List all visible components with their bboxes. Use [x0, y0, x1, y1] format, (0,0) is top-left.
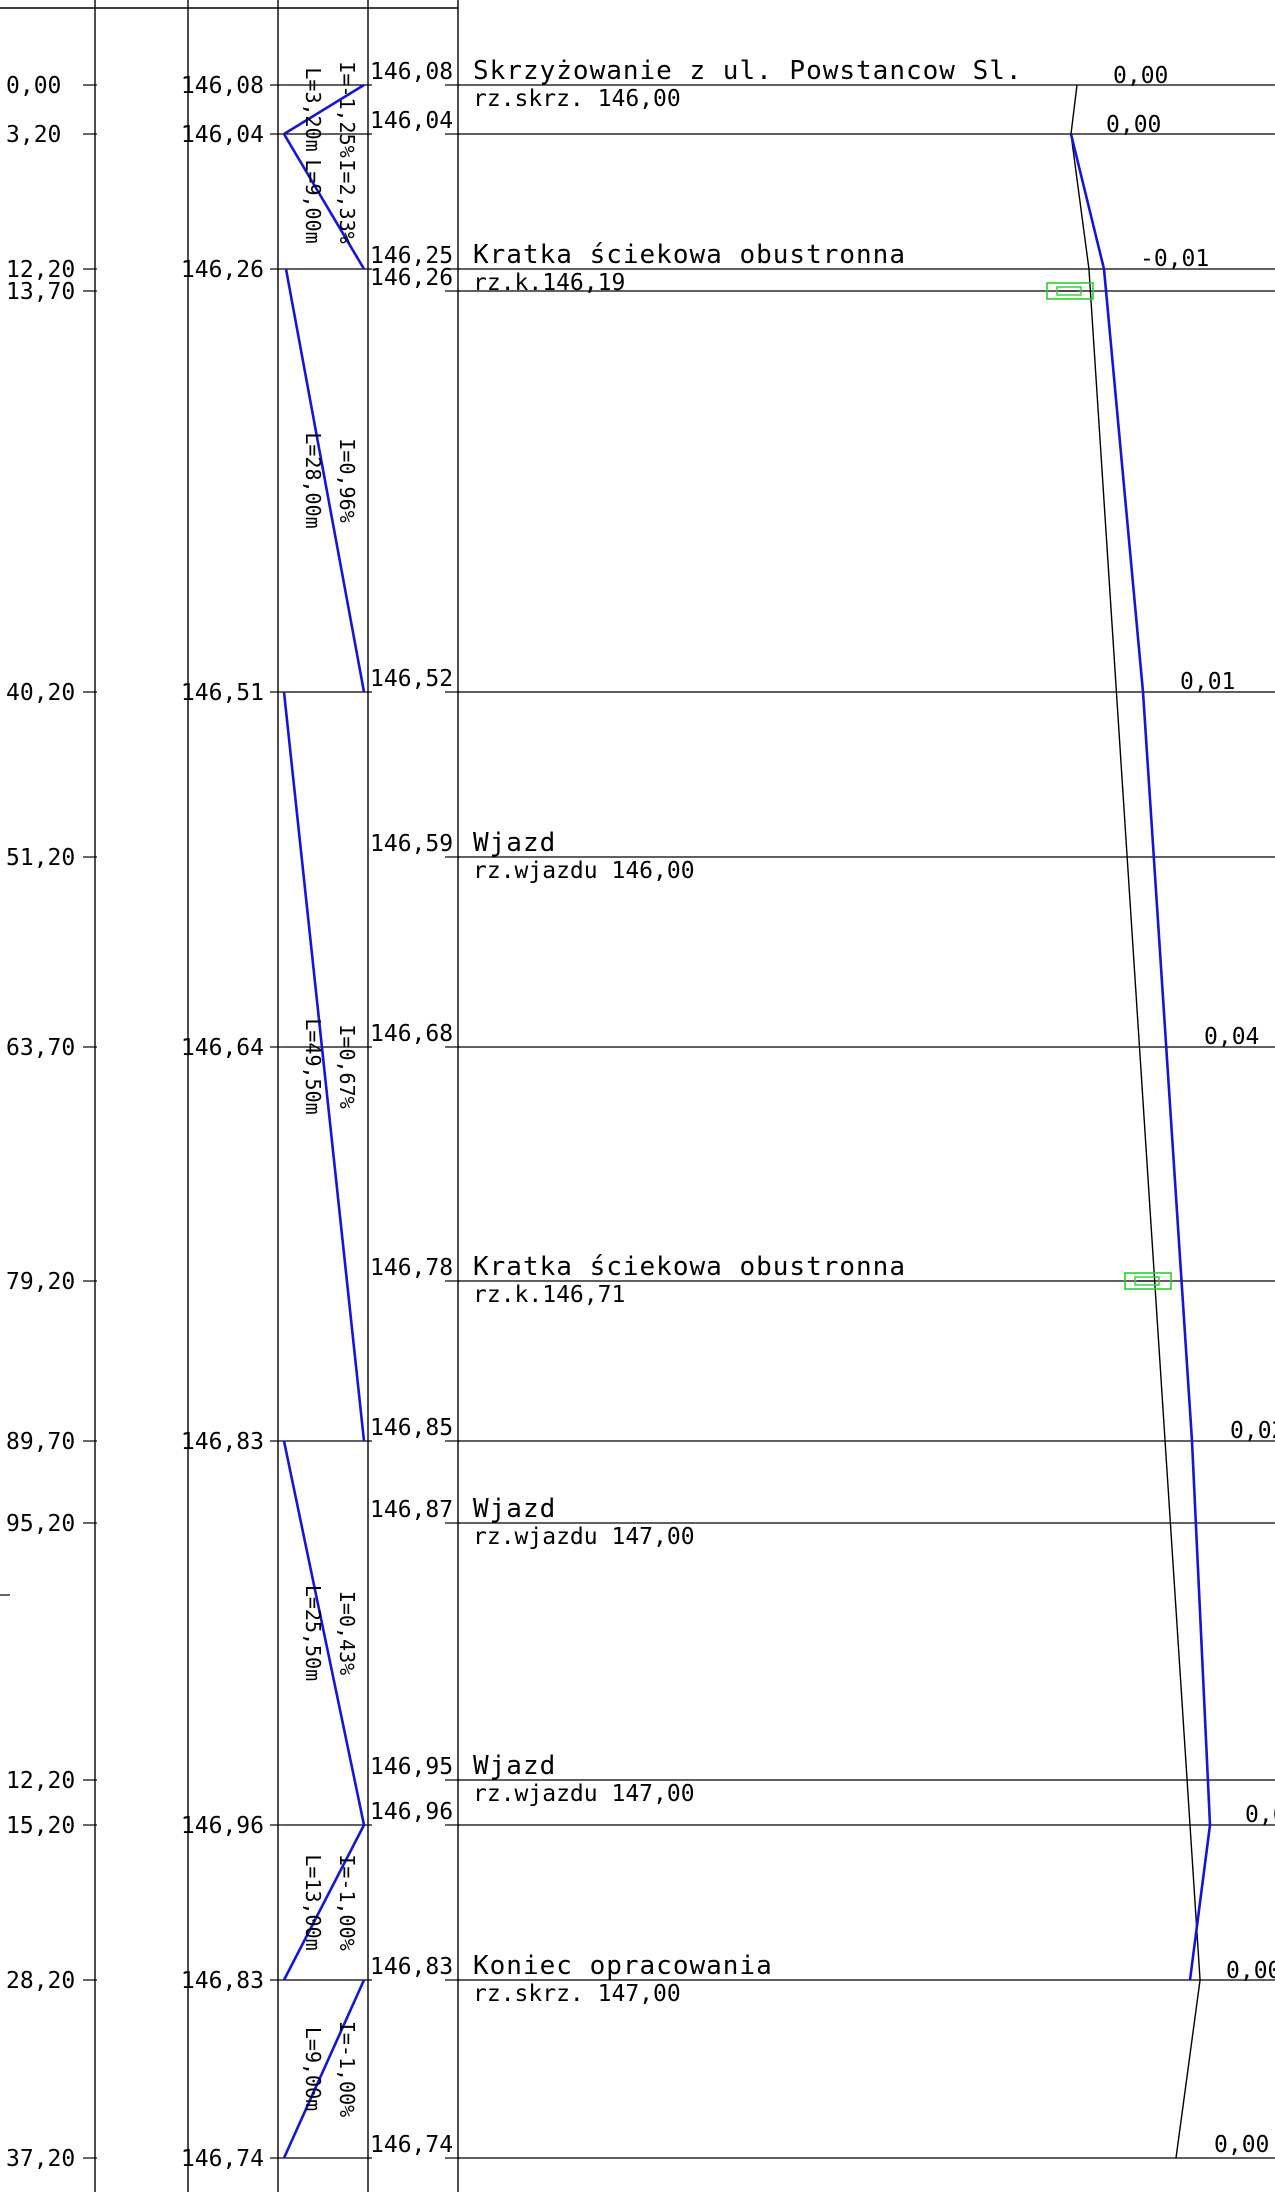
- station-value: 51,20: [6, 845, 75, 871]
- point-level-note: rz.wjazdu 147,00: [473, 1781, 695, 1807]
- slope-length-label: L=9,00m: [301, 159, 325, 243]
- station-value: 12,20: [6, 1768, 75, 1794]
- grade-elevation: 146,83: [181, 1968, 264, 1994]
- point-level-note: rz.k.146,19: [473, 270, 625, 296]
- point-level-note: rz.skrz. 146,00: [473, 86, 681, 112]
- slope-percent-label: I=0,67%: [335, 1024, 359, 1108]
- elevation-difference: 0,00: [1226, 1958, 1275, 1984]
- station-value: 13,70: [6, 279, 75, 305]
- slope-percent-label: I=0,96%: [335, 438, 359, 522]
- point-description: Skrzyżowanie z ul. Powstancow Sl.: [473, 56, 1023, 86]
- station-value: 40,20: [6, 680, 75, 706]
- grade-elevation: 146,74: [181, 2146, 264, 2172]
- inlet-inner: [1134, 1276, 1160, 1286]
- grade-segment: [282, 1440, 366, 1826]
- slope-percent-label: I=2,33%: [335, 159, 359, 243]
- point-description: Wjazd: [473, 1494, 556, 1524]
- inlet-outer: [1124, 1272, 1172, 1290]
- design-elevation: 146,59: [370, 831, 453, 857]
- inlet-symbols: [1046, 282, 1172, 1290]
- station-value: 3,20: [6, 122, 61, 148]
- grade-segment: [282, 1824, 366, 1981]
- design-elevation: 146,08: [370, 59, 453, 85]
- station-value: 12,20: [6, 257, 75, 283]
- design-elevation: 146,74: [370, 2132, 453, 2158]
- point-description: Wjazd: [473, 1751, 556, 1781]
- station-value: 15,20: [6, 1813, 75, 1839]
- grade-elevation: 146,96: [181, 1813, 264, 1839]
- slope-diagram: I=-1,25% L=3,20m I=2,33% L=9,00m I=0,96% L=28…: [282, 61, 366, 2159]
- design-elevation: 146,04: [370, 108, 453, 134]
- elevation-difference-profile: [1069, 84, 1212, 2159]
- grade-elevation: 146,26: [181, 257, 264, 283]
- point-level-note: rz.wjazdu 147,00: [473, 1524, 695, 1550]
- slope-length-label: L=9,00m: [301, 2027, 325, 2111]
- design-elevation: 146,25: [370, 243, 453, 269]
- design-elevation: 146,87: [370, 1497, 453, 1523]
- slope-length-label: L=49,50m: [301, 1018, 325, 1114]
- point-description: Wjazd: [473, 828, 556, 858]
- station-value: 79,20: [6, 1269, 75, 1295]
- station-row-lines: [83, 84, 1275, 2159]
- elevation-difference: 0,02: [1230, 1418, 1275, 1444]
- slope-length-label: L=28,00m: [301, 432, 325, 528]
- grade-elevation: 146,51: [181, 680, 264, 706]
- point-description: Koniec opracowania: [473, 1951, 773, 1981]
- station-value: 0,00: [6, 73, 61, 99]
- table-frame: [0, 0, 459, 2192]
- inlet-outer: [1046, 282, 1094, 300]
- slope-percent-label: I=-1,00%: [335, 2021, 359, 2117]
- station-value: 28,20: [6, 1968, 75, 1994]
- grade-segment: [283, 83, 365, 136]
- elevation-difference: -0,01: [1140, 246, 1209, 272]
- slope-percent-label: I=0,43%: [335, 1591, 359, 1675]
- grade-segment: [284, 268, 366, 693]
- table-labels: 0,00 146,08 146,08 Skrzyżowanie z ul. Powst…: [6, 56, 1275, 2172]
- slope-percent-label: I=-1,25%: [335, 61, 359, 157]
- point-level-note: rz.skrz. 147,00: [473, 1981, 681, 2007]
- station-value: 95,20: [6, 1511, 75, 1537]
- slope-length-label: L=25,50m: [301, 1585, 325, 1681]
- point-level-note: rz.wjazdu 146,00: [473, 858, 695, 884]
- grade-elevation: 146,83: [181, 1429, 264, 1455]
- grade-elevation: 146,04: [181, 122, 264, 148]
- inlet-inner: [1056, 286, 1082, 296]
- design-elevation: 146,26: [370, 265, 453, 291]
- point-level-note: rz.k.146,71: [473, 1282, 625, 1308]
- elevation-difference: 0,04: [1204, 1024, 1259, 1050]
- grade-elevation: 146,08: [181, 73, 264, 99]
- difference-profile-line: [1069, 133, 1212, 1981]
- station-value: 89,70: [6, 1429, 75, 1455]
- point-description: Kratka ściekowa obustronna: [473, 240, 906, 270]
- station-value: 37,20: [6, 2146, 75, 2172]
- elevation-difference: 0,0: [1245, 1802, 1275, 1828]
- station-value: 63,70: [6, 1035, 75, 1061]
- design-elevation: 146,96: [370, 1799, 453, 1825]
- difference-reference-line: [1070, 84, 1201, 2159]
- grade-segment: [282, 133, 366, 270]
- elevation-difference: 0,00: [1214, 2132, 1269, 2158]
- elevation-difference: 0,00: [1113, 63, 1168, 89]
- elevation-difference: 0,00: [1106, 112, 1161, 138]
- design-elevation: 146,95: [370, 1754, 453, 1780]
- design-elevation: 146,85: [370, 1415, 453, 1441]
- grade-segment: [282, 691, 366, 1442]
- design-elevation: 146,83: [370, 1954, 453, 1980]
- slope-percent-label: I=-1,00%: [335, 1854, 359, 1950]
- design-elevation: 146,52: [370, 666, 453, 692]
- slope-length-label: L=3,20m: [301, 67, 325, 151]
- grade-elevation: 146,64: [181, 1035, 264, 1061]
- design-elevation: 146,68: [370, 1021, 453, 1047]
- slope-length-label: L=13,00m: [301, 1854, 325, 1950]
- grade-segment: [282, 1979, 366, 2159]
- design-elevation: 146,78: [370, 1255, 453, 1281]
- elevation-difference: 0,01: [1180, 669, 1235, 695]
- point-description: Kratka ściekowa obustronna: [473, 1252, 906, 1282]
